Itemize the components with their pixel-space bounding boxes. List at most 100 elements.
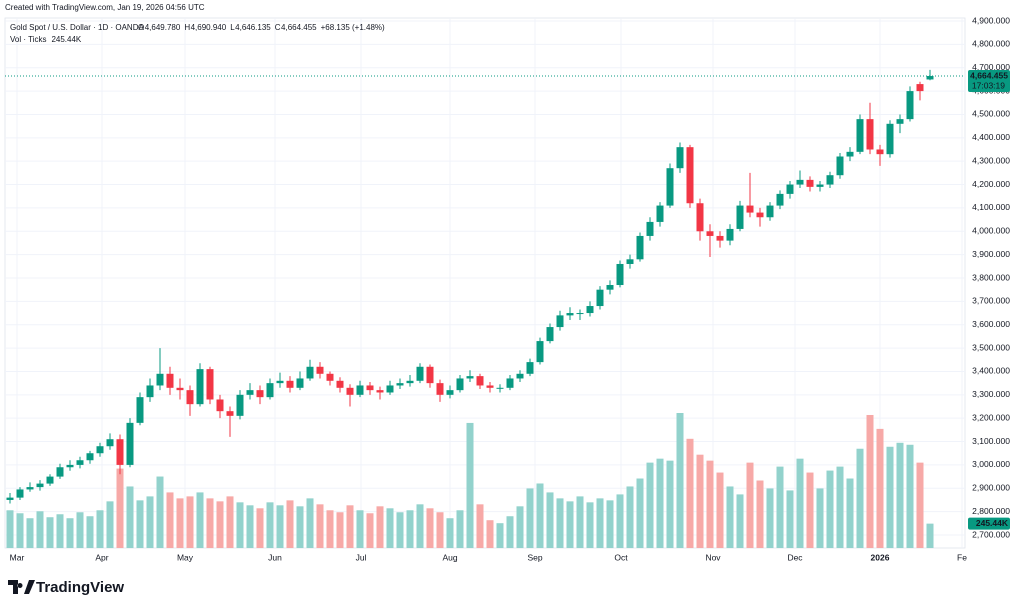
candle-body <box>296 378 304 388</box>
volume-bar <box>886 446 894 548</box>
candle-body <box>346 387 354 395</box>
price-tag: 4,664.455 <box>970 70 1008 80</box>
candle-layer <box>6 69 934 504</box>
y-tick-label: 4,200.000 <box>972 179 1010 189</box>
candle-body <box>806 179 814 187</box>
volume-title: Vol · Ticks <box>10 35 46 44</box>
candle-body <box>716 235 724 241</box>
volume-bar <box>816 488 824 548</box>
candle-body <box>196 369 204 405</box>
candle-body <box>576 313 584 315</box>
candle-body <box>496 387 504 389</box>
y-tick-label: 4,000.000 <box>972 226 1010 236</box>
x-tick-label: Jul <box>356 552 367 562</box>
y-tick-label: 3,300.000 <box>972 389 1010 399</box>
candle-body <box>756 212 764 218</box>
volume-bar <box>166 492 174 548</box>
volume-bar <box>916 462 924 548</box>
candle-body <box>466 376 474 379</box>
volume-bar <box>676 413 684 548</box>
volume-bar <box>866 414 874 548</box>
y-tick-label: 2,900.000 <box>972 483 1010 493</box>
candle-body <box>176 387 184 391</box>
volume-bar <box>26 518 34 548</box>
volume-bar <box>186 496 194 548</box>
candle-body <box>126 422 134 465</box>
candle-body <box>286 380 294 388</box>
candle-body <box>596 289 604 307</box>
volume-bar <box>246 505 254 548</box>
price-tag-bg <box>968 70 1010 93</box>
candle-body <box>766 205 774 218</box>
legend-header: Gold Spot / U.S. Dollar · 1D · OANDA Vol… <box>10 23 385 44</box>
volume-bar <box>716 472 724 548</box>
candle-body <box>686 147 694 204</box>
y-tick-label: 3,000.000 <box>972 459 1010 469</box>
volume-bar <box>356 510 364 548</box>
candle-body <box>916 84 924 92</box>
candle-body <box>96 446 104 454</box>
candle-body <box>786 184 794 194</box>
candle-body <box>626 259 634 264</box>
candle-body <box>436 383 444 395</box>
volume-bar <box>16 513 24 548</box>
candle-body <box>526 362 534 374</box>
candle-body <box>906 91 914 120</box>
volume-bar <box>576 496 584 548</box>
volume-tag: 245.44K <box>976 518 1009 528</box>
candle-body <box>646 221 654 236</box>
volume-bar <box>386 508 394 548</box>
volume-bar <box>266 502 274 548</box>
volume-bar <box>136 500 144 548</box>
candle-body <box>696 203 704 232</box>
volume-bar <box>516 506 524 548</box>
volume-bar <box>836 466 844 548</box>
volume-bar <box>296 506 304 548</box>
y-tick-label: 4,700.000 <box>972 62 1010 72</box>
volume-bar <box>696 454 704 548</box>
volume-bar <box>876 428 884 548</box>
y-tick-label: 4,100.000 <box>972 202 1010 212</box>
candle-body <box>6 497 14 500</box>
x-tick-label: Jun <box>268 552 282 562</box>
candle-body <box>616 263 624 286</box>
candle-body <box>536 341 544 363</box>
logo: TradingView <box>8 579 124 596</box>
volume-bar <box>906 444 914 548</box>
candle-body <box>116 439 124 465</box>
volume-bar <box>426 508 434 548</box>
candle-body <box>886 123 894 155</box>
candle-body <box>846 151 854 157</box>
candle-body <box>816 184 824 187</box>
header-high-label: H <box>184 23 190 32</box>
volume-bar <box>236 502 244 548</box>
y-tick-label: 2,700.000 <box>972 529 1010 539</box>
candle-body <box>746 205 754 213</box>
candle-body <box>76 460 84 465</box>
volume-bar <box>336 512 344 548</box>
candle-body <box>206 369 214 400</box>
candle-body <box>776 193 784 206</box>
y-tick-label: 3,900.000 <box>972 249 1010 259</box>
header-high: 4,690.940 <box>191 23 227 32</box>
volume-bar <box>786 490 794 548</box>
volume-bar <box>286 500 294 548</box>
candle-body <box>506 378 514 388</box>
volume-bar <box>456 510 464 548</box>
volume-bar <box>86 516 94 548</box>
candle-body <box>26 487 34 490</box>
volume-bar <box>466 422 474 548</box>
volume-bar <box>206 498 214 548</box>
volume-bar <box>56 514 64 548</box>
candle-body <box>376 390 384 393</box>
volume-bar <box>636 478 644 548</box>
candle-body <box>866 119 874 150</box>
header-close-label: C <box>275 23 281 32</box>
y-tick-label: 4,300.000 <box>972 155 1010 165</box>
candle-body <box>366 385 374 391</box>
candle-body <box>16 489 24 498</box>
candle-body <box>156 373 164 386</box>
volume-bar <box>396 512 404 548</box>
volume-bar <box>566 501 574 548</box>
candle-body <box>336 380 344 388</box>
